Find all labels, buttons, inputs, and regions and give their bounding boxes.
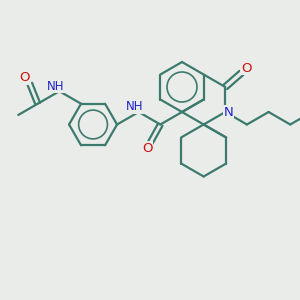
Text: NH: NH (46, 80, 64, 93)
Text: NH: NH (126, 100, 143, 113)
Text: O: O (142, 142, 153, 155)
Text: O: O (20, 71, 30, 84)
Text: O: O (241, 61, 252, 74)
Text: N: N (224, 106, 233, 118)
